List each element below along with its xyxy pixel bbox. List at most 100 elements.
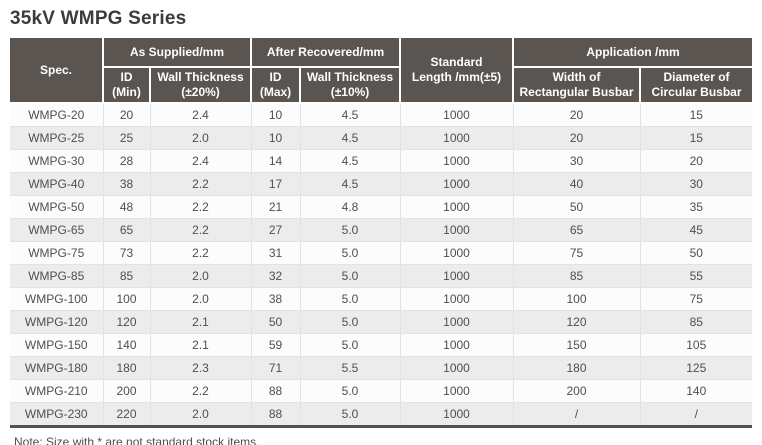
table-row: WMPG-65 65 2.2 27 5.0 1000 65 45 [10, 218, 753, 242]
id-min-line1: ID [120, 70, 133, 84]
table-row: WMPG-75 73 2.2 31 5.0 1000 75 50 [10, 241, 753, 265]
value-cell: 1000 [399, 195, 514, 219]
value-cell: 1000 [399, 218, 514, 242]
value-cell: 220 [102, 402, 151, 427]
value-cell: 1000 [399, 310, 514, 334]
spec-cell: WMPG-230 [10, 402, 104, 427]
value-cell: 1000 [399, 287, 514, 311]
table-row: WMPG-40 38 2.2 17 4.5 1000 40 30 [10, 172, 753, 196]
value-cell: 55 [639, 264, 753, 288]
value-cell: 5.5 [299, 356, 401, 380]
value-cell: 5.0 [299, 218, 401, 242]
table-row: WMPG-230 220 2.0 88 5.0 1000// [10, 402, 753, 427]
value-cell: 65 [512, 218, 641, 242]
spec-cell: WMPG-120 [10, 310, 104, 334]
value-cell: 100 [102, 287, 151, 311]
value-cell: 15 [639, 126, 753, 150]
standard-length-line2: Length /mm(±5) [411, 70, 502, 84]
value-cell: 1000 [399, 102, 514, 127]
value-cell: 4.5 [299, 172, 401, 196]
spec-cell: WMPG-210 [10, 379, 104, 403]
value-cell: 2.0 [149, 402, 252, 427]
column-header-id-min: ID (Min) [103, 67, 151, 104]
column-header-wall-thickness-20: Wall Thickness (±20%) [150, 67, 253, 104]
value-cell: 180 [512, 356, 641, 380]
value-cell: 5.0 [299, 264, 401, 288]
value-cell: 75 [639, 287, 753, 311]
value-cell: 28 [102, 149, 151, 173]
value-cell: 15 [639, 102, 753, 127]
value-cell: 2.4 [149, 149, 252, 173]
value-cell: 5.0 [299, 333, 401, 357]
column-header-standard-length: Standard Length /mm(±5) [400, 38, 515, 104]
value-cell: 1000 [399, 172, 514, 196]
table-row: WMPG-100 100 2.0 38 5.0 1000 100 75 [10, 287, 753, 311]
value-cell: 50 [512, 195, 641, 219]
id-min-line2: (Min) [112, 85, 141, 99]
value-cell: / [639, 402, 753, 427]
value-cell: 88 [250, 379, 301, 403]
value-cell: 1000 [399, 241, 514, 265]
value-cell: 2.0 [149, 287, 252, 311]
table-row: WMPG-210 200 2.2 88 5.0 1000 200 140 [10, 379, 753, 403]
table-row: WMPG-20 20 2.4 10 4.5 1000 20 15 [10, 102, 753, 127]
wall-thickness-10-line1: Wall Thickness [306, 70, 394, 84]
spec-cell: WMPG-20 [10, 102, 104, 127]
spec-cell: WMPG-25 [10, 126, 104, 150]
value-cell: 32 [250, 264, 301, 288]
column-header-width-rectangular-busbar: Width of Rectangular Busbar [513, 67, 642, 104]
spec-cell: WMPG-150 [10, 333, 104, 357]
value-cell: 1000 [399, 402, 514, 427]
column-header-diameter-circular-busbar: Diameter of Circular Busbar [640, 67, 753, 104]
value-cell: 4.5 [299, 126, 401, 150]
value-cell: 200 [102, 379, 151, 403]
table-row: WMPG-150 140 2.1 59 5.0 1000 150 105 [10, 333, 753, 357]
spec-cell: WMPG-30 [10, 149, 104, 173]
table-row: WMPG-50 48 2.2 21 4.8 1000 50 35 [10, 195, 753, 219]
value-cell: 48 [102, 195, 151, 219]
value-cell: 1000 [399, 126, 514, 150]
spec-cell: WMPG-65 [10, 218, 104, 242]
value-cell: 38 [102, 172, 151, 196]
value-cell: 4.5 [299, 102, 401, 127]
value-cell: 2.2 [149, 241, 252, 265]
value-cell: 140 [102, 333, 151, 357]
value-cell: 2.2 [149, 218, 252, 242]
page-title: 35kV WMPG Series [10, 8, 187, 29]
value-cell: 5.0 [299, 402, 401, 427]
value-cell: 35 [639, 195, 753, 219]
diameter-circular-line2: Circular Busbar [651, 85, 742, 99]
value-cell: 65 [102, 218, 151, 242]
spec-cell: WMPG-100 [10, 287, 104, 311]
value-cell: 2.2 [149, 379, 252, 403]
value-cell: 17 [250, 172, 301, 196]
spec-cell: WMPG-50 [10, 195, 104, 219]
value-cell: 21 [250, 195, 301, 219]
header-group-row: Spec. As Supplied/mm After Recovered/mm … [10, 38, 753, 104]
spec-cell: WMPG-75 [10, 241, 104, 265]
header-sub-row: ID (Min) Wall Thickness (±20%) ID (Max) … [10, 67, 753, 104]
value-cell: 1000 [399, 379, 514, 403]
diameter-circular-line1: Diameter of [663, 70, 730, 84]
value-cell: 40 [512, 172, 641, 196]
value-cell: 1000 [399, 356, 514, 380]
value-cell: 2.4 [149, 102, 252, 127]
value-cell: 50 [639, 241, 753, 265]
value-cell: 71 [250, 356, 301, 380]
column-group-application: Application /mm [513, 38, 753, 68]
value-cell: 2.2 [149, 172, 252, 196]
value-cell: 85 [512, 264, 641, 288]
value-cell: 2.0 [149, 126, 252, 150]
value-cell: 38 [250, 287, 301, 311]
value-cell: 140 [639, 379, 753, 403]
value-cell: 31 [250, 241, 301, 265]
value-cell: 85 [102, 264, 151, 288]
column-header-id-max: ID (Max) [251, 67, 302, 104]
value-cell: 2.1 [149, 333, 252, 357]
table-row: WMPG-120 120 2.1 50 5.0 1000 120 85 [10, 310, 753, 334]
id-max-line2: (Max) [259, 85, 292, 99]
value-cell: 1000 [399, 149, 514, 173]
value-cell: 4.8 [299, 195, 401, 219]
table-header: Spec. As Supplied/mm After Recovered/mm … [10, 38, 753, 104]
